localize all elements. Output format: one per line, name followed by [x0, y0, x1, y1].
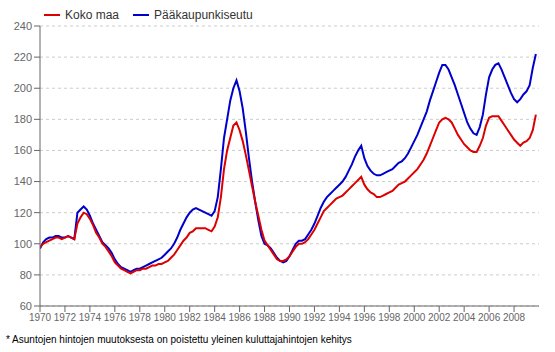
svg-text:1996: 1996 [353, 312, 376, 323]
svg-text:100: 100 [14, 238, 32, 250]
svg-text:180: 180 [14, 113, 32, 125]
svg-text:140: 140 [14, 175, 32, 187]
svg-text:80: 80 [20, 269, 32, 281]
svg-text:1982: 1982 [179, 312, 202, 323]
svg-text:1974: 1974 [79, 312, 102, 323]
svg-text:1988: 1988 [253, 312, 276, 323]
svg-text:1978: 1978 [129, 312, 152, 323]
html-text:* Asuntojen hintojen muutokses: * Asuntojen hintojen muutoksesta on pois… [6, 334, 352, 345]
svg-text:2006: 2006 [478, 312, 501, 323]
svg-text:2000: 2000 [403, 312, 426, 323]
svg-text:1984: 1984 [204, 312, 227, 323]
svg-text:160: 160 [14, 144, 32, 156]
html-text:Pääkaupunkiseutu: Pääkaupunkiseutu [154, 8, 253, 22]
svg-text:1994: 1994 [328, 312, 351, 323]
svg-text:1986: 1986 [228, 312, 251, 323]
svg-text:1992: 1992 [303, 312, 326, 323]
svg-text:1972: 1972 [54, 312, 77, 323]
svg-text:2002: 2002 [428, 312, 451, 323]
svg-text:1990: 1990 [278, 312, 301, 323]
svg-text:60: 60 [20, 300, 32, 312]
svg-text:1998: 1998 [378, 312, 401, 323]
html-text:Koko maa: Koko maa [65, 8, 119, 22]
svg-text:240: 240 [14, 20, 32, 32]
svg-text:2004: 2004 [453, 312, 476, 323]
svg-text:220: 220 [14, 51, 32, 63]
svg-text:1980: 1980 [154, 312, 177, 323]
svg-text:1970: 1970 [29, 312, 52, 323]
svg-text:2008: 2008 [503, 312, 526, 323]
svg-text:120: 120 [14, 207, 32, 219]
svg-text:1976: 1976 [104, 312, 127, 323]
svg-text:200: 200 [14, 82, 32, 94]
